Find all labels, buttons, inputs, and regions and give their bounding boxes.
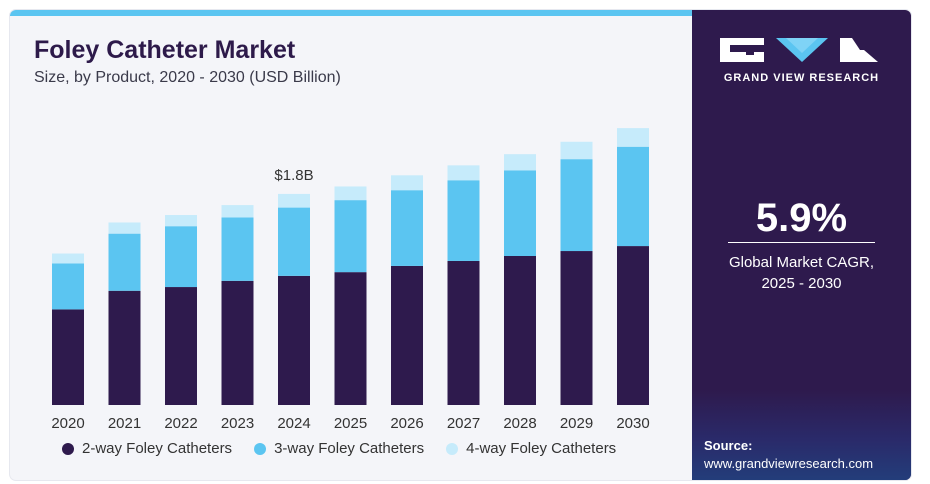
bar-segment-2026-series-2 xyxy=(391,175,423,191)
chart-legend: 2-way Foley Catheters 3-way Foley Cathet… xyxy=(62,440,616,457)
legend-label-2way: 2-way Foley Catheters xyxy=(82,440,233,457)
brand-name: GRAND VIEW RESEARCH xyxy=(723,72,880,84)
legend-label-4way: 4-way Foley Catheters xyxy=(466,440,617,457)
bar-segment-2022-series-2 xyxy=(165,215,197,227)
legend-swatch-3way xyxy=(254,442,267,455)
cagr-value: 5.9% xyxy=(755,196,848,240)
x-tick-label-2022: 2022 xyxy=(164,415,197,432)
bar-segment-2020-series-0 xyxy=(52,309,84,405)
bar-segment-2027-series-0 xyxy=(447,260,480,405)
source-footer: Source: www.grandviewresearch.com xyxy=(692,390,911,480)
bar-segment-2030-series-1 xyxy=(617,146,649,247)
infographic-card: 2020 2021 2022 2023 2024 $1.8B 2025 2026 2027 202… xyxy=(10,10,911,480)
bar-segment-2020-series-1 xyxy=(52,263,84,310)
bar-segment-2020-series-2 xyxy=(52,253,84,264)
x-tick-label-2020: 2020 xyxy=(51,415,84,432)
x-tick-label-2023: 2023 xyxy=(221,415,254,432)
bar-segment-2026-series-1 xyxy=(391,190,423,266)
bar-segment-2022-series-0 xyxy=(165,287,197,405)
bar-segment-2029-series-2 xyxy=(560,141,593,160)
bar-segment-2025-series-0 xyxy=(334,272,367,405)
chart-subtitle: Size, by Product, 2020 - 2030 (USD Billi… xyxy=(34,69,341,86)
bar-segment-2023-series-2 xyxy=(221,205,254,218)
bar-segment-2025-series-2 xyxy=(334,186,367,201)
bar-segment-2021-series-0 xyxy=(108,290,141,405)
grand-view-research-logo xyxy=(720,38,884,62)
bar-segment-2023-series-0 xyxy=(221,280,254,405)
bar-segment-2029-series-0 xyxy=(560,251,593,405)
x-tick-label-2029: 2029 xyxy=(560,415,593,432)
bar-segment-2021-series-1 xyxy=(108,233,141,291)
bar-segment-2025-series-1 xyxy=(334,200,367,273)
bar-segment-2028-series-1 xyxy=(504,170,536,256)
cagr-label-line2: 2025 - 2030 xyxy=(761,275,842,292)
x-tick-label-2030: 2030 xyxy=(616,415,649,432)
x-tick-label-2026: 2026 xyxy=(390,415,423,432)
bar-segment-2030-series-0 xyxy=(617,246,649,405)
chart-title: Foley Catheter Market xyxy=(34,36,296,64)
sidebar-panel: GRAND VIEW RESEARCH 5.9% Global Market C… xyxy=(692,10,911,480)
bar-segment-2029-series-1 xyxy=(560,159,593,252)
legend-item-2way: 2-way Foley Catheters xyxy=(62,440,232,457)
legend-swatch-4way xyxy=(446,442,459,455)
cagr-label: Global Market CAGR, 2025 - 2030 xyxy=(692,252,911,294)
bar-segment-2024-series-1 xyxy=(278,207,310,276)
x-tick-label-2024: 2024 xyxy=(277,415,310,432)
stacked-bar-chart: 2020 2021 2022 2023 2024 $1.8B 2025 2026 2027 202… xyxy=(51,128,650,432)
accent-bar xyxy=(10,10,692,16)
legend-swatch-2way xyxy=(62,442,74,455)
bar-segment-2021-series-2 xyxy=(108,222,141,234)
bar-segment-2027-series-2 xyxy=(447,165,480,181)
bar-segment-2027-series-1 xyxy=(447,180,480,261)
bar-segment-2030-series-2 xyxy=(617,128,649,147)
legend-item-4way: 4-way Foley Catheters xyxy=(446,440,616,457)
source-label: Source: xyxy=(704,438,753,453)
bar-segment-2024-series-0 xyxy=(278,275,310,405)
legend-label-3way: 3-way Foley Catheters xyxy=(274,440,425,457)
bar-segment-2028-series-0 xyxy=(504,256,536,405)
x-tick-label-2028: 2028 xyxy=(503,415,536,432)
source-url[interactable]: www.grandviewresearch.com xyxy=(704,456,874,471)
x-tick-label-2021: 2021 xyxy=(108,415,141,432)
bar-segment-2022-series-1 xyxy=(165,226,197,288)
bar-segment-2023-series-1 xyxy=(221,217,254,281)
data-label-2024: $1.8B xyxy=(274,167,313,184)
x-tick-label-2027: 2027 xyxy=(447,415,480,432)
cagr-label-line1: Global Market CAGR, xyxy=(728,254,875,271)
bar-segment-2026-series-0 xyxy=(391,265,423,405)
legend-item-3way: 3-way Foley Catheters xyxy=(254,440,424,457)
bar-segment-2028-series-2 xyxy=(504,154,536,171)
cagr-divider xyxy=(728,242,875,243)
x-tick-label-2025: 2025 xyxy=(334,415,367,432)
bar-segment-2024-series-2 xyxy=(278,193,310,208)
